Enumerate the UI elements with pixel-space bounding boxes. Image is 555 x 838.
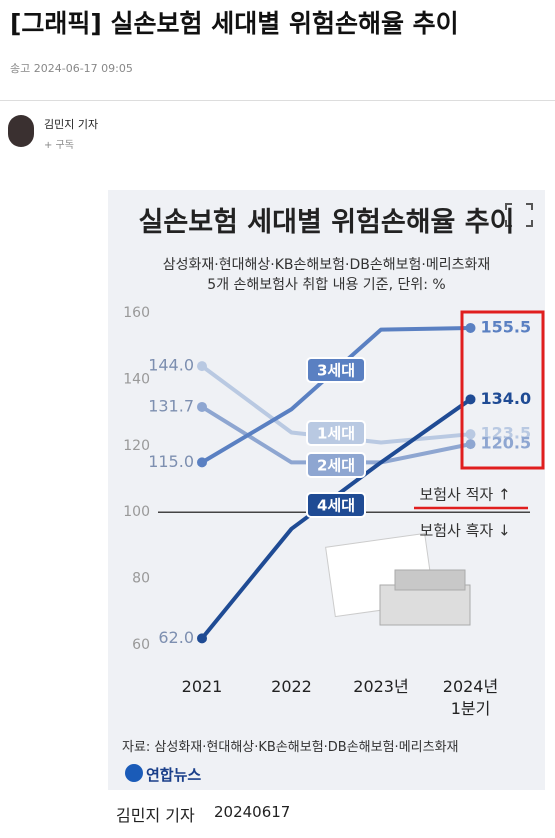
chart-title: 실손보험 세대별 위험손해율 추이 xyxy=(138,207,515,238)
divider xyxy=(0,100,555,101)
logo: 연합뉴스 xyxy=(146,766,202,784)
legend-swatch xyxy=(306,452,366,478)
y-tick-label: 140 xyxy=(123,371,150,387)
data-label: 144.0 xyxy=(148,356,194,375)
data-point xyxy=(465,429,476,440)
data-label: 155.5 xyxy=(481,317,532,336)
chart-background xyxy=(108,190,545,790)
data-label: 131.7 xyxy=(148,396,194,415)
data-point xyxy=(197,457,207,468)
illustration xyxy=(325,532,471,626)
data-point xyxy=(465,394,476,405)
data-point xyxy=(197,361,207,372)
legend-swatch xyxy=(306,492,366,518)
legend-label: 3세대 xyxy=(317,362,355,380)
legend-swatch xyxy=(306,357,366,383)
data-label: 134.0 xyxy=(481,389,532,408)
data-point xyxy=(197,633,207,644)
data-label: 123.5 xyxy=(481,424,532,443)
avatar xyxy=(8,115,34,147)
y-tick-label: 160 xyxy=(123,305,150,321)
article-meta: 송고 2024-06-17 09:05 xyxy=(10,62,133,75)
y-tick-label: 80 xyxy=(132,571,150,587)
data-point xyxy=(465,439,476,450)
highlight-box xyxy=(460,310,545,470)
expand-icon[interactable] xyxy=(505,203,533,227)
chart-subtitle: 삼성화재·현대해상·KB손해보험·DB손해보험·메리츠화재 xyxy=(162,257,491,273)
article-title: [그래픽] 실손보험 세대별 위험손해율 추이 xyxy=(10,9,459,38)
data-point xyxy=(465,322,476,333)
legend-swatch xyxy=(306,420,366,446)
data-label: 115.0 xyxy=(148,452,194,471)
caption-name: 김민지 기자 xyxy=(116,806,195,825)
x-tick-label: 2023년 xyxy=(353,677,409,696)
logo-icon xyxy=(125,764,143,782)
subscribe[interactable]: + 구독 xyxy=(44,140,74,151)
legend-label: 4세대 xyxy=(317,497,355,515)
author[interactable]: 김민지 기자 xyxy=(44,118,99,131)
data-label: 120.5 xyxy=(481,434,532,453)
y-tick-label: 120 xyxy=(123,438,150,454)
x-tick-label: 2024년 1분기 xyxy=(442,677,499,718)
data-point xyxy=(197,401,207,412)
annotation: 보험사 적자 ↑ xyxy=(419,486,510,504)
legend-label: 1세대 xyxy=(317,425,355,443)
caption-date: 20240617 xyxy=(214,803,291,821)
y-tick-label: 60 xyxy=(132,637,150,653)
data-label: 62.0 xyxy=(158,628,194,647)
source: 자료: 삼성화재·현대해상·KB손해보험·DB손해보험·메리츠화재 xyxy=(122,740,459,755)
y-tick-label: 100 xyxy=(123,504,150,520)
legend-label: 2세대 xyxy=(317,457,355,475)
chart-subtitle: 5개 손해보험사 취합 내용 기준, 단위: % xyxy=(207,277,446,293)
x-tick-label: 2021 xyxy=(181,677,223,696)
annotation: 보험사 흑자 ↓ xyxy=(419,522,510,540)
x-tick-label: 2022 xyxy=(271,677,312,696)
